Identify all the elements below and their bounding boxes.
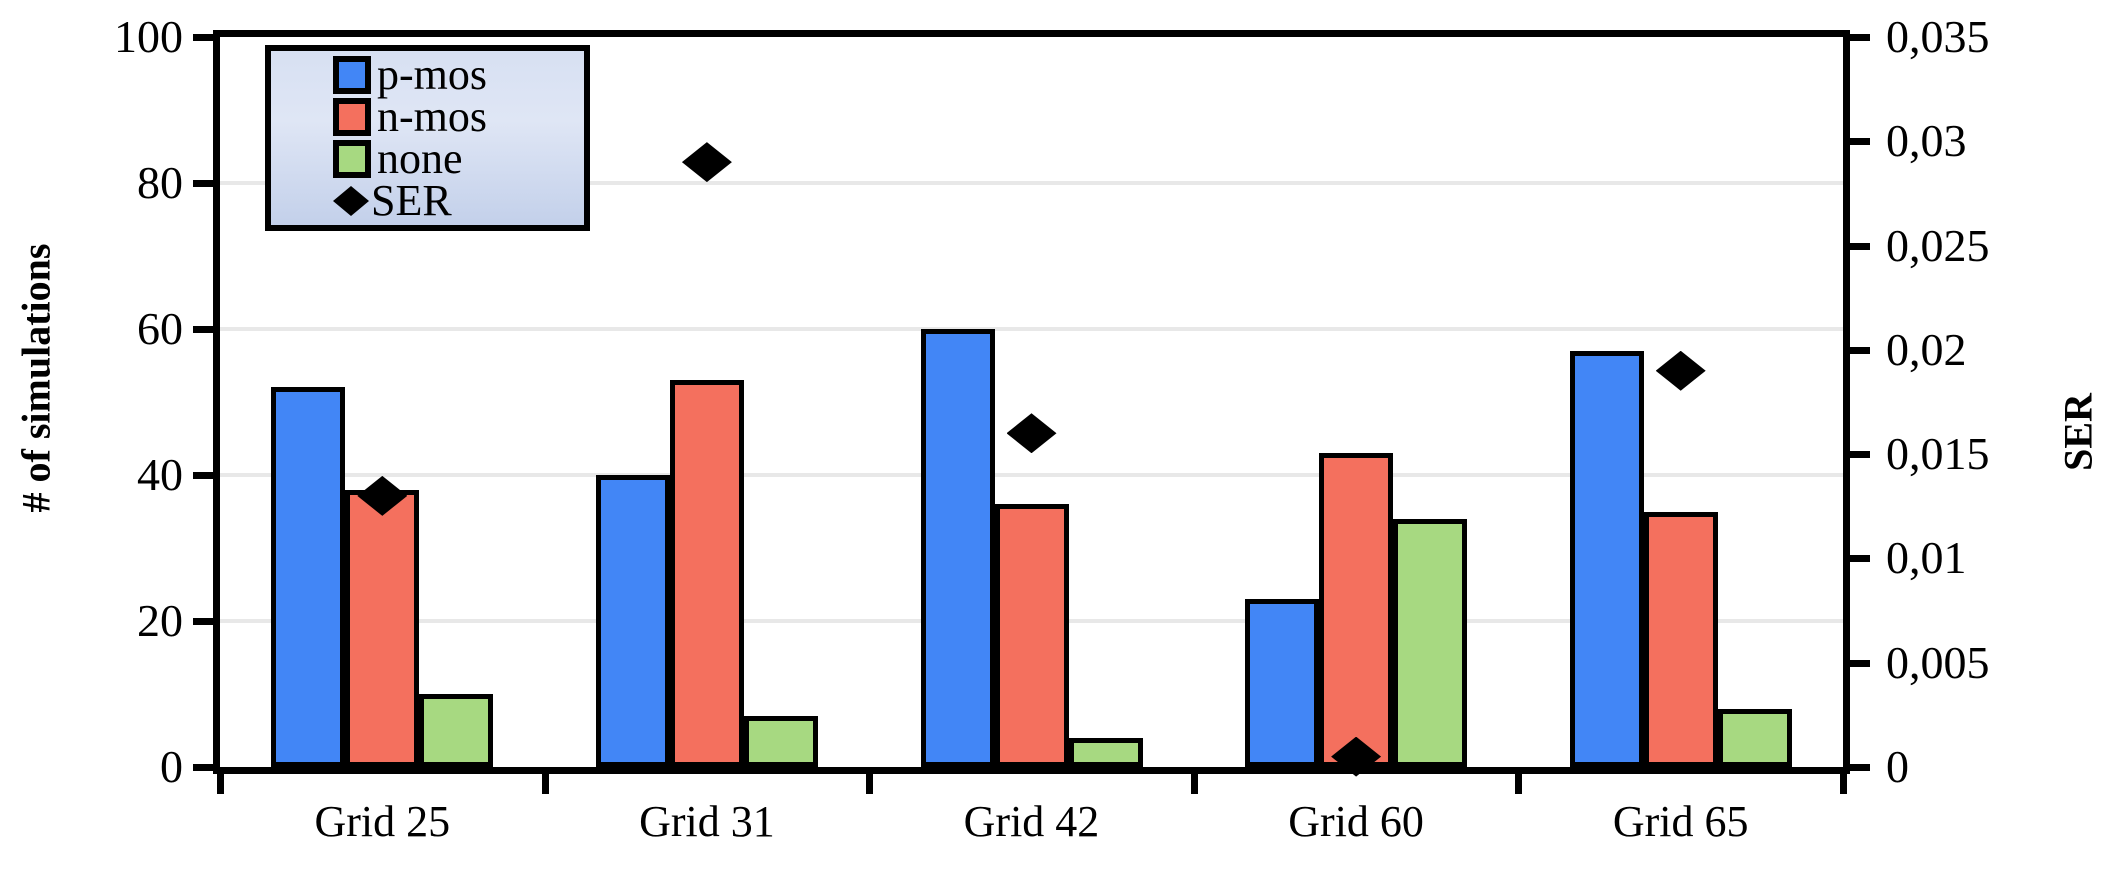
legend-item-ser: SER xyxy=(333,176,584,225)
right-axis-tick-label: 0,015 xyxy=(1886,428,1990,480)
bar-none xyxy=(1717,708,1792,767)
legend-item-n-mos: n-mos xyxy=(333,92,584,141)
x-axis-category-label: Grid 25 xyxy=(314,797,451,846)
right-axis-tick-label: 0,005 xyxy=(1886,636,1990,688)
bar-n-mos xyxy=(994,504,1069,767)
bar-p-mos xyxy=(271,387,346,767)
legend-swatch-none xyxy=(333,140,371,178)
y-axis-tick xyxy=(193,34,213,41)
legend-label: SER xyxy=(371,176,452,225)
bar-none xyxy=(1068,737,1143,767)
y-axis-tick xyxy=(193,326,213,333)
diamond-marker-ser xyxy=(1655,350,1706,391)
legend-item-p-mos: p-mos xyxy=(333,50,584,99)
right-axis-tick-label: 0,03 xyxy=(1886,115,1967,167)
gridline xyxy=(220,327,1843,331)
right-axis-tick-label: 0 xyxy=(1886,741,1909,792)
bar-n-mos xyxy=(669,380,744,767)
right-axis-tick-label: 0,035 xyxy=(1886,11,1990,62)
diamond-marker-ser xyxy=(1006,413,1057,454)
x-axis-tick xyxy=(1840,774,1847,794)
legend-swatch-n-mos xyxy=(333,98,371,136)
y-axis-tick xyxy=(193,472,213,479)
bar-p-mos xyxy=(920,329,995,767)
x-axis-tick xyxy=(1515,774,1523,794)
x-axis-tick xyxy=(217,774,224,794)
y-axis-tick-label: 100 xyxy=(114,11,183,62)
y-axis-tick-label: 20 xyxy=(137,595,183,646)
legend-diamond-icon xyxy=(333,186,369,216)
diamond-marker-ser xyxy=(681,142,732,183)
y-axis-tick xyxy=(193,180,213,187)
bar-none xyxy=(1393,518,1468,767)
right-axis-tick xyxy=(1850,659,1870,667)
legend-label: p-mos xyxy=(377,50,487,99)
right-axis-tick xyxy=(1850,242,1870,250)
y-axis-tick xyxy=(193,618,213,625)
bar-p-mos xyxy=(1245,599,1320,767)
bar-n-mos xyxy=(1643,511,1718,767)
bar-n-mos xyxy=(1319,453,1394,767)
right-axis-tick xyxy=(1850,34,1870,41)
legend-label: none xyxy=(377,134,463,183)
bar-n-mos xyxy=(345,489,420,767)
y-axis-tick-label: 0 xyxy=(160,741,183,792)
right-axis-tick xyxy=(1850,764,1870,771)
legend-swatch-p-mos xyxy=(333,56,371,94)
x-axis-category-label: Grid 42 xyxy=(963,797,1100,846)
right-axis-tick-label: 0,02 xyxy=(1886,323,1967,375)
y-axis-tick-label: 80 xyxy=(137,157,183,208)
gridline xyxy=(220,473,1843,477)
right-axis-tick xyxy=(1850,451,1870,459)
right-axis-tick xyxy=(1850,555,1870,563)
x-axis-category-label: Grid 65 xyxy=(1612,797,1749,846)
y-axis-tick-label: 60 xyxy=(137,303,183,354)
right-axis-tick xyxy=(1850,138,1870,146)
y-axis-tick-label: 40 xyxy=(137,449,183,500)
bar-p-mos xyxy=(1569,350,1644,767)
x-axis-tick xyxy=(866,774,874,794)
x-axis-category-label: Grid 60 xyxy=(1288,797,1424,846)
x-axis-category-label: Grid 31 xyxy=(639,797,775,846)
legend-item-none: none xyxy=(333,134,584,183)
right-axis-tick-label: 0,025 xyxy=(1886,219,1990,271)
right-axis-tick-label: 0,01 xyxy=(1886,532,1967,584)
bar-none xyxy=(419,694,494,767)
plot-area xyxy=(193,30,1870,794)
x-axis-tick xyxy=(1190,774,1198,794)
gridline xyxy=(220,181,1843,185)
x-axis-tick xyxy=(541,774,549,794)
legend-label: n-mos xyxy=(377,92,487,141)
bar-p-mos xyxy=(595,475,670,767)
bar-none xyxy=(743,715,818,767)
legend: p-mos n-mos none SER xyxy=(265,45,590,231)
y-axis-tick xyxy=(193,764,213,771)
right-axis-tick xyxy=(1850,346,1870,354)
